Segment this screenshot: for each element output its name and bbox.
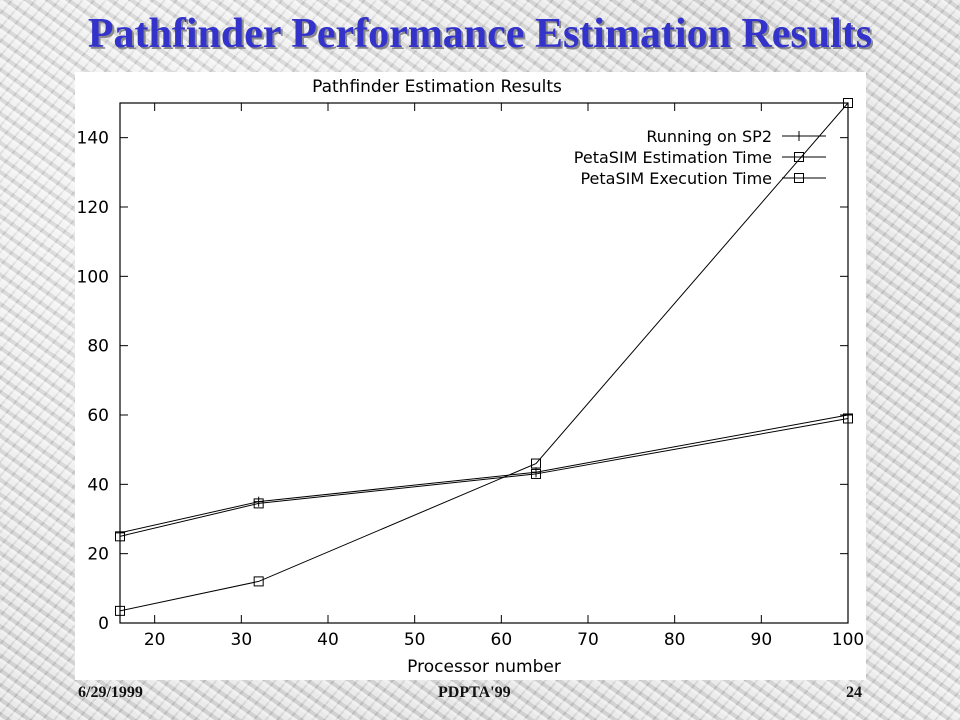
y-tick-label: 120 bbox=[77, 198, 109, 218]
slide-title: Pathfinder Performance Estimation Result… bbox=[87, 11, 873, 57]
line-chart: Pathfinder Estimation Results 20 30 40 50 60… bbox=[77, 77, 865, 677]
y-tick-label: 60 bbox=[87, 406, 109, 426]
series-line bbox=[119, 102, 849, 612]
legend-marker bbox=[794, 173, 804, 183]
x-tick-label: 30 bbox=[231, 630, 253, 650]
y-tick-label: 100 bbox=[77, 267, 109, 287]
footer-conference: PDPTA'99 bbox=[438, 684, 511, 701]
data-point-marker bbox=[253, 576, 264, 587]
data-point-marker bbox=[843, 410, 853, 420]
series-line bbox=[119, 417, 849, 537]
data-point-marker bbox=[253, 498, 264, 509]
data-point-marker bbox=[843, 98, 853, 108]
y-tick-label: 20 bbox=[87, 545, 109, 565]
x-tick-label: 60 bbox=[491, 630, 513, 650]
x-tick-label: 100 bbox=[832, 630, 864, 650]
axis-ticks: 20 30 40 50 60 70 80 90 100 0 20 40 60 80 100 120 140 bbox=[77, 103, 864, 650]
y-tick-label: 80 bbox=[87, 337, 109, 357]
data-point-marker bbox=[843, 413, 853, 424]
x-tick-label: 40 bbox=[317, 630, 339, 650]
legend-marker bbox=[794, 152, 804, 162]
x-axis-label: Processor number bbox=[407, 657, 561, 677]
data-point-marker bbox=[531, 467, 541, 478]
footer-page-number: 24 bbox=[846, 684, 862, 701]
y-tick-label: 0 bbox=[98, 614, 109, 634]
legend-label: PetaSIM Estimation Time bbox=[574, 148, 772, 167]
series-line bbox=[119, 414, 849, 534]
data-point-marker bbox=[115, 527, 125, 538]
data-point-marker bbox=[115, 605, 125, 616]
data-point-marker bbox=[531, 468, 541, 479]
x-tick-label: 20 bbox=[144, 630, 166, 650]
data-point-marker bbox=[253, 496, 264, 507]
y-tick-label: 140 bbox=[77, 129, 109, 149]
x-tick-label: 80 bbox=[664, 630, 686, 650]
chart-panel: Pathfinder Estimation Results 20 30 40 50 60… bbox=[75, 72, 866, 680]
series-lines bbox=[115, 98, 853, 616]
chart-title: Pathfinder Estimation Results bbox=[312, 77, 562, 97]
y-tick-label: 40 bbox=[87, 475, 109, 495]
legend: Running on SP2 PetaSIM Estimation Time Pet… bbox=[574, 127, 826, 188]
x-tick-label: 50 bbox=[404, 630, 426, 650]
footer-date: 6/29/1999 bbox=[78, 684, 143, 701]
plot-frame bbox=[119, 102, 849, 624]
legend-marker bbox=[794, 131, 804, 141]
legend-label: Running on SP2 bbox=[646, 127, 772, 146]
x-tick-label: 70 bbox=[577, 630, 599, 650]
x-tick-label: 90 bbox=[751, 630, 773, 650]
legend-label: PetaSIM Execution Time bbox=[580, 169, 772, 188]
data-point-marker bbox=[531, 458, 541, 469]
data-point-marker bbox=[115, 531, 125, 542]
